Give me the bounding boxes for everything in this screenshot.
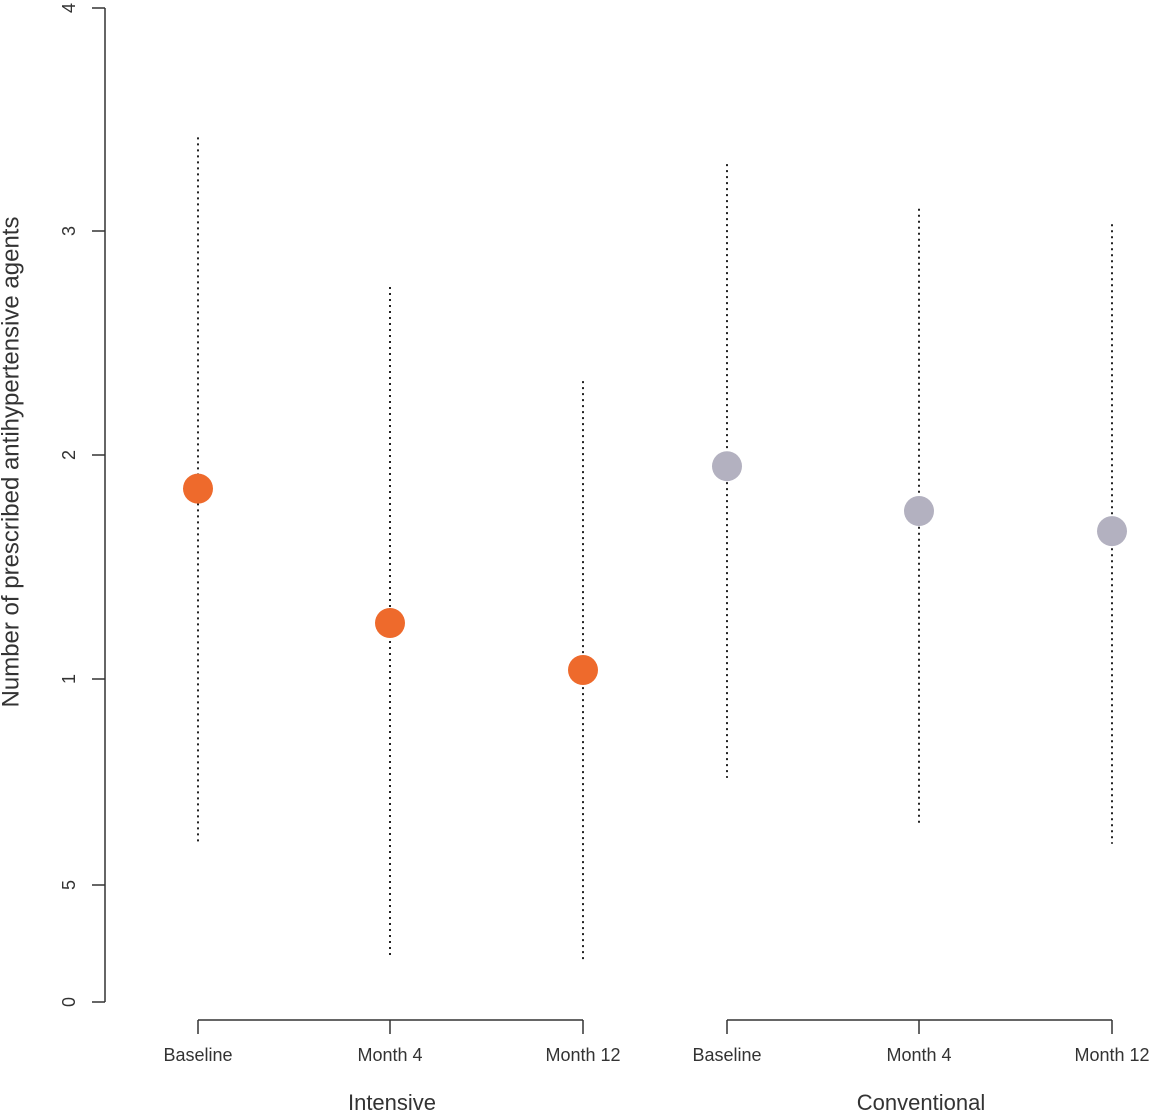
dot	[712, 451, 742, 482]
dot	[375, 608, 405, 638]
y-tick-label: 4	[59, 3, 79, 13]
group-label: Conventional	[857, 1090, 985, 1113]
x-tick-label: Month 12	[1074, 1045, 1149, 1065]
dot	[183, 473, 213, 504]
dot	[904, 496, 934, 526]
dot	[568, 655, 598, 686]
x-tick-label: Baseline	[692, 1045, 761, 1065]
dot	[1097, 516, 1127, 547]
x-tick-label: Baseline	[163, 1045, 232, 1065]
x-tick-label: Month 12	[545, 1045, 620, 1065]
y-tick-label: 0	[59, 997, 79, 1007]
group-label: Intensive	[348, 1090, 436, 1113]
y-tick-label: 3	[59, 226, 79, 236]
y-axis-title: Number of prescribed antihypertensive ag…	[0, 217, 24, 708]
y-tick-label: 1	[59, 674, 79, 684]
y-tick-label: 5	[59, 880, 79, 890]
y-tick-label: 2	[59, 450, 79, 460]
x-tick-label: Month 4	[357, 1045, 422, 1065]
x-tick-label: Month 4	[886, 1045, 951, 1065]
